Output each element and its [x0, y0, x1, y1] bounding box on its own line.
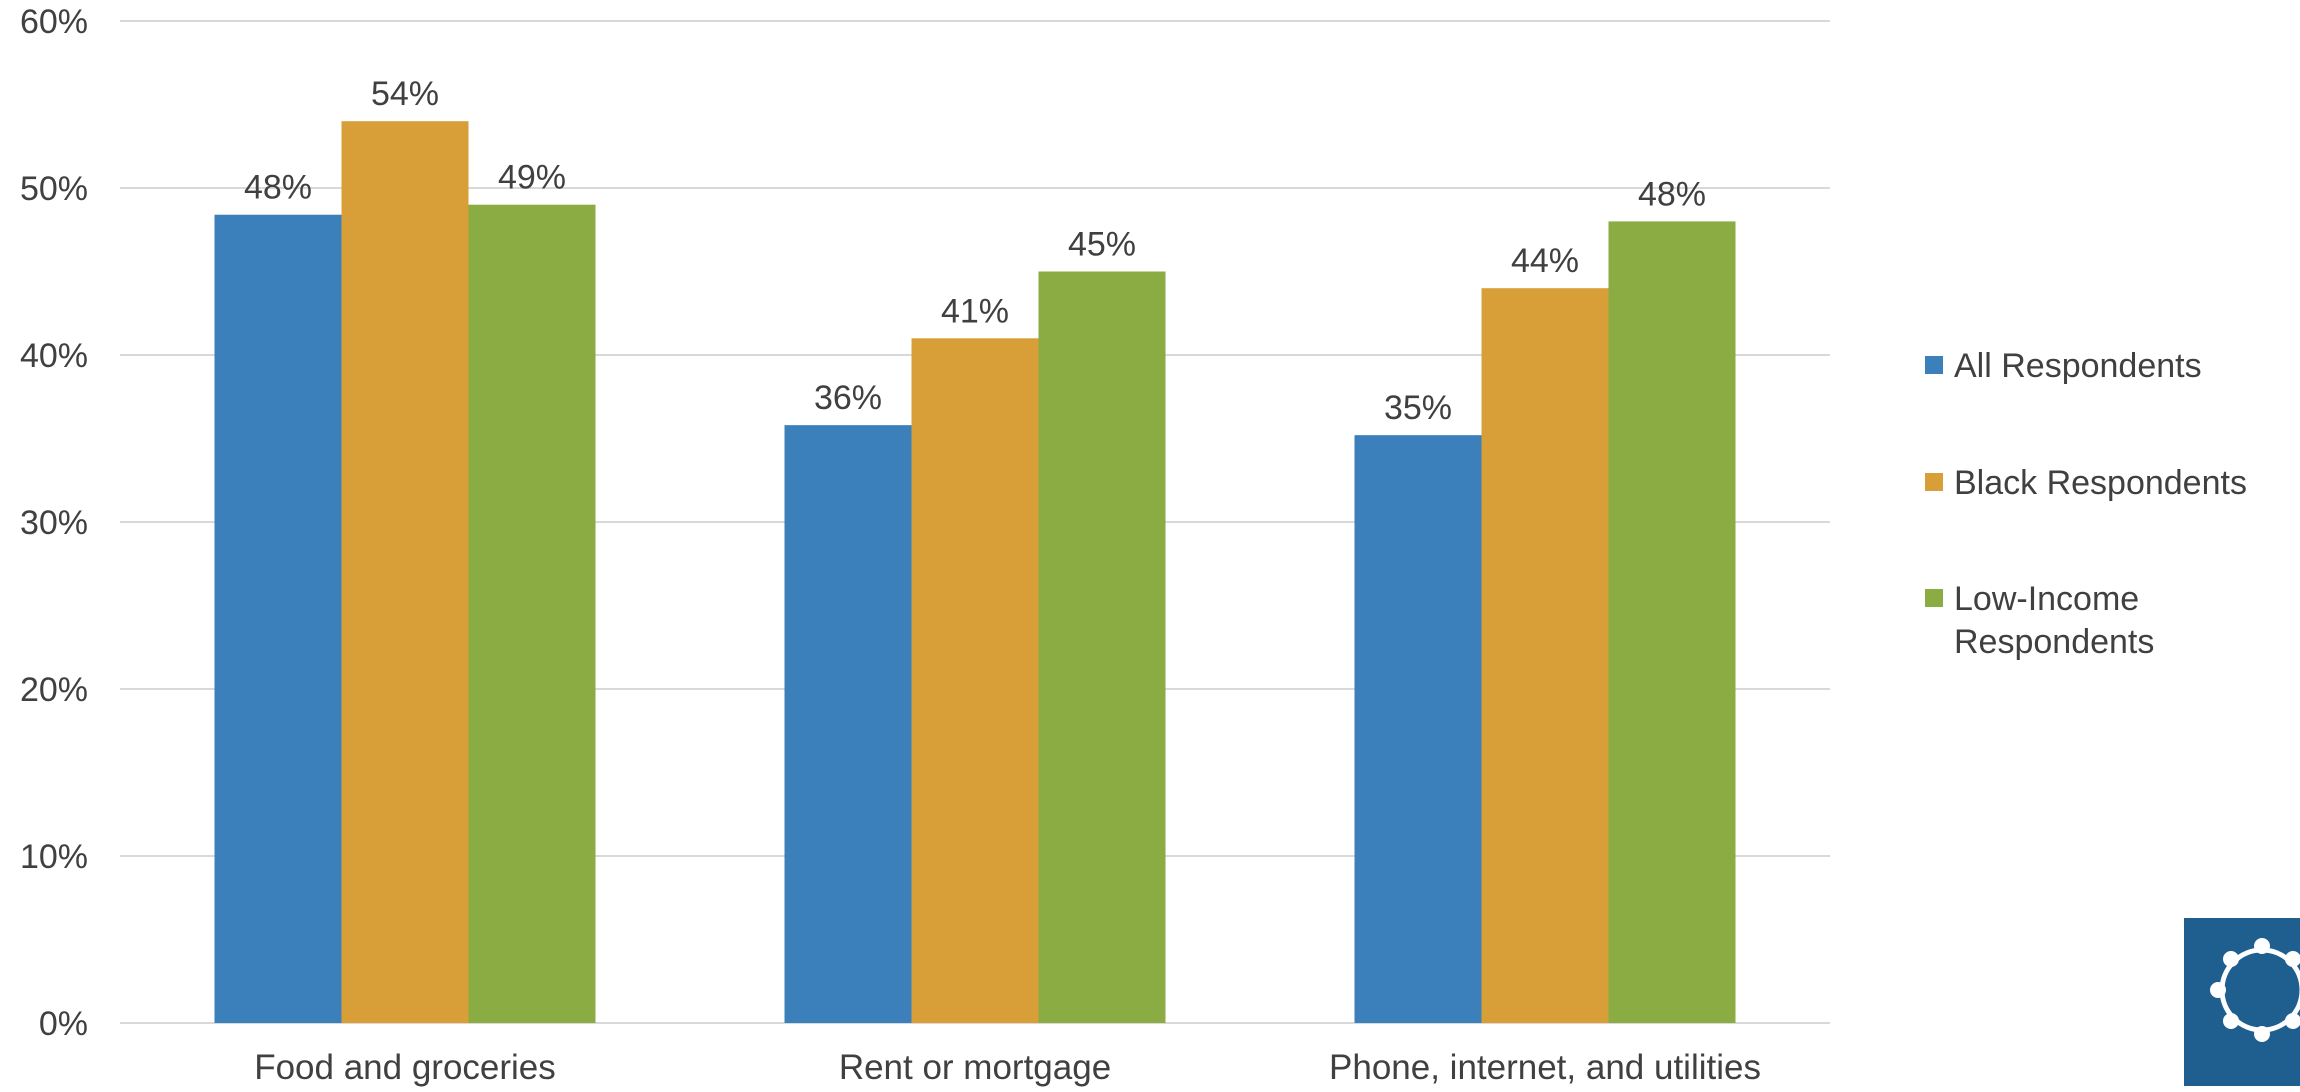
legend-swatch: [1925, 356, 1943, 374]
bar: [911, 338, 1039, 1023]
bar: [214, 214, 342, 1024]
data-labels: 48% 54% 49% 36% 41% 45% 35% 44% 48%: [244, 75, 1706, 427]
legend-swatch: [1925, 589, 1943, 607]
legend-swatch: [1925, 473, 1943, 491]
data-label: 36%: [814, 379, 882, 417]
y-tick-label: 0%: [39, 1005, 88, 1043]
y-tick-label: 50%: [20, 170, 88, 208]
data-label: 44%: [1511, 242, 1579, 280]
data-label: 54%: [371, 75, 439, 113]
data-label: 45%: [1068, 226, 1136, 264]
bar: [1481, 288, 1609, 1023]
legend-label: Respondents: [1954, 623, 2154, 661]
logo-icon: [2184, 918, 2300, 1086]
x-category-label: Food and groceries: [254, 1048, 556, 1087]
y-tick-label: 20%: [20, 671, 88, 709]
y-axis-tick-labels: 0% 10% 20% 30% 40% 50% 60%: [20, 3, 88, 1043]
x-axis-category-labels: Food and groceries Rent or mortgage Phone,…: [254, 1048, 1761, 1087]
data-label: 35%: [1384, 389, 1452, 427]
data-label: 49%: [498, 159, 566, 197]
data-label: 48%: [244, 169, 312, 207]
legend-label: Black Respondents: [1954, 464, 2247, 502]
data-label: 41%: [941, 292, 1009, 330]
data-label: 48%: [1638, 175, 1706, 213]
bar: [1038, 271, 1166, 1023]
bar: [1608, 221, 1736, 1023]
y-tick-label: 30%: [20, 504, 88, 542]
x-category-label: Phone, internet, and utilities: [1329, 1048, 1761, 1087]
y-tick-label: 60%: [20, 3, 88, 41]
bar: [341, 121, 469, 1023]
bar: [468, 204, 596, 1023]
y-tick-label: 10%: [20, 838, 88, 876]
bars: [214, 121, 1736, 1024]
legend: All Respondents Black Respondents Low-Inco…: [1925, 347, 2247, 661]
legend-label: Low-Income: [1954, 580, 2139, 618]
y-tick-label: 40%: [20, 337, 88, 375]
x-category-label: Rent or mortgage: [839, 1048, 1111, 1087]
bar: [784, 425, 912, 1023]
bar: [1354, 435, 1482, 1023]
legend-label: All Respondents: [1954, 347, 2202, 385]
